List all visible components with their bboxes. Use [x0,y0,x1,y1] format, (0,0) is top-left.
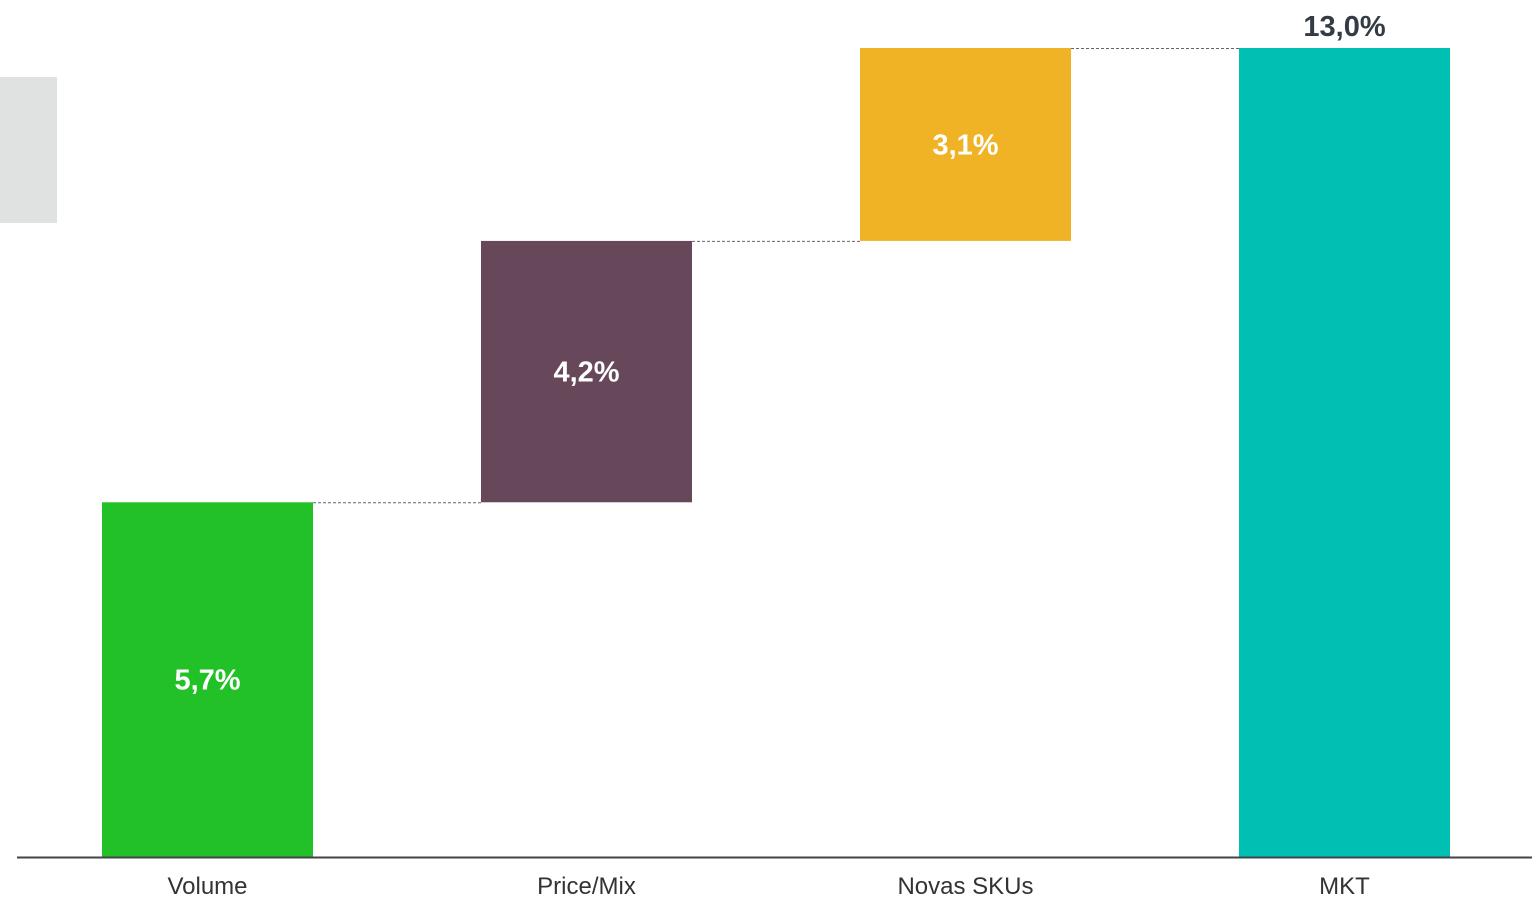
x-tick-label: Novas SKUs [897,873,1033,898]
bar-novas-skus [860,48,1071,241]
side-tab [0,77,57,223]
data-label: 13,0% [1303,11,1385,43]
bar-price-mix [481,240,692,503]
data-label: 3,1% [932,129,998,161]
x-tick-label: MKT [1319,873,1370,898]
bar-volume [102,502,313,857]
x-tick-label: Price/Mix [537,873,636,898]
data-label: 4,2% [553,357,619,389]
x-tick-label: Volume [167,873,247,898]
data-label: 5,7% [174,665,240,697]
bar-mkt [1239,48,1450,857]
